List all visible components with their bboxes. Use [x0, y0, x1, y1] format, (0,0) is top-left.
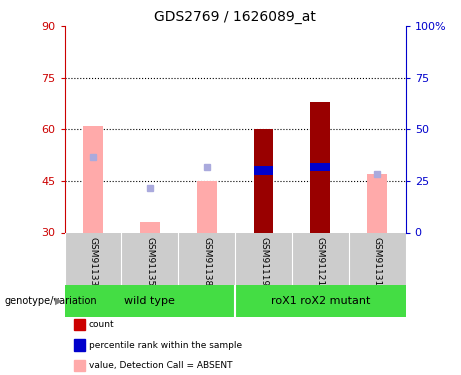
Bar: [254, 129, 273, 232]
Text: GSM91121: GSM91121: [316, 237, 325, 286]
Text: count: count: [89, 320, 114, 329]
Text: percentile rank within the sample: percentile rank within the sample: [89, 340, 242, 350]
Bar: [310, 163, 331, 171]
Title: GDS2769 / 1626089_at: GDS2769 / 1626089_at: [154, 10, 316, 24]
Bar: [310, 102, 331, 232]
Text: ▶: ▶: [55, 296, 62, 306]
Text: GSM91135: GSM91135: [145, 237, 154, 286]
Text: roX1 roX2 mutant: roX1 roX2 mutant: [271, 296, 370, 306]
Bar: [140, 222, 160, 232]
Text: GSM91131: GSM91131: [373, 237, 382, 286]
Bar: [197, 181, 217, 232]
Text: GSM91133: GSM91133: [89, 237, 97, 286]
Text: wild type: wild type: [124, 296, 175, 306]
Text: value, Detection Call = ABSENT: value, Detection Call = ABSENT: [89, 361, 232, 370]
Bar: [254, 166, 273, 175]
Bar: [83, 126, 103, 232]
Text: GSM91119: GSM91119: [259, 237, 268, 286]
Bar: [367, 174, 387, 232]
Text: genotype/variation: genotype/variation: [5, 296, 97, 306]
Text: GSM91138: GSM91138: [202, 237, 211, 286]
